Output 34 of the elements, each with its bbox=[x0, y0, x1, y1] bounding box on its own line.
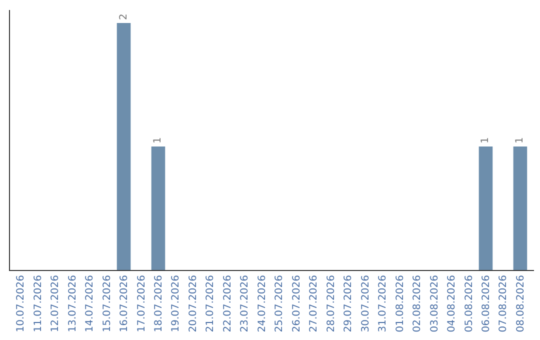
data-label: 1 bbox=[514, 137, 526, 144]
x-tick-label: 07.08.2026 bbox=[498, 275, 510, 332]
x-tick-label: 02.08.2026 bbox=[412, 275, 424, 332]
x-tick-label: 08.08.2026 bbox=[515, 275, 526, 332]
x-tick-label: 16.07.2026 bbox=[119, 275, 130, 332]
x-tick-label: 29.07.2026 bbox=[343, 275, 354, 332]
x-tick-label: 15.07.2026 bbox=[102, 275, 113, 332]
x-tick-label: 10.07.2026 bbox=[16, 275, 27, 332]
x-tick-label: 01.08.2026 bbox=[394, 275, 406, 332]
x-tick-label: 25.07.2026 bbox=[274, 275, 286, 332]
x-tick-label: 03.08.2026 bbox=[429, 275, 440, 332]
x-tick-label: 11.07.2026 bbox=[32, 275, 44, 332]
x-tick-label: 24.07.2026 bbox=[256, 275, 268, 332]
x-tick-label: 06.08.2026 bbox=[480, 275, 492, 332]
x-tick-label: 28.07.2026 bbox=[326, 275, 337, 332]
x-tick-label: 27.07.2026 bbox=[308, 275, 320, 332]
x-tick-label: 12.07.2026 bbox=[50, 275, 62, 332]
x-tick-label: 30.07.2026 bbox=[360, 275, 372, 332]
x-tick-label: 17.07.2026 bbox=[136, 275, 148, 332]
x-tick-label: 04.08.2026 bbox=[446, 275, 458, 332]
x-tick-label: 20.07.2026 bbox=[188, 275, 199, 332]
x-tick-label: 21.07.2026 bbox=[205, 275, 216, 332]
x-tick-label: 18.07.2026 bbox=[153, 275, 164, 332]
x-tick-label: 19.07.2026 bbox=[170, 275, 182, 332]
data-label: 2 bbox=[118, 14, 130, 20]
x-tick-label: 31.07.2026 bbox=[378, 275, 389, 332]
x-tick-label: 22.07.2026 bbox=[222, 275, 234, 332]
x-tick-label: 14.07.2026 bbox=[84, 275, 96, 332]
x-tick-label: 23.07.2026 bbox=[240, 275, 251, 332]
data-label: 1 bbox=[152, 137, 164, 144]
data-label: 1 bbox=[480, 137, 492, 144]
x-tick-label: 13.07.2026 bbox=[67, 275, 78, 332]
x-tick-label: 26.07.2026 bbox=[291, 275, 302, 332]
x-tick-label: 05.08.2026 bbox=[464, 275, 475, 332]
